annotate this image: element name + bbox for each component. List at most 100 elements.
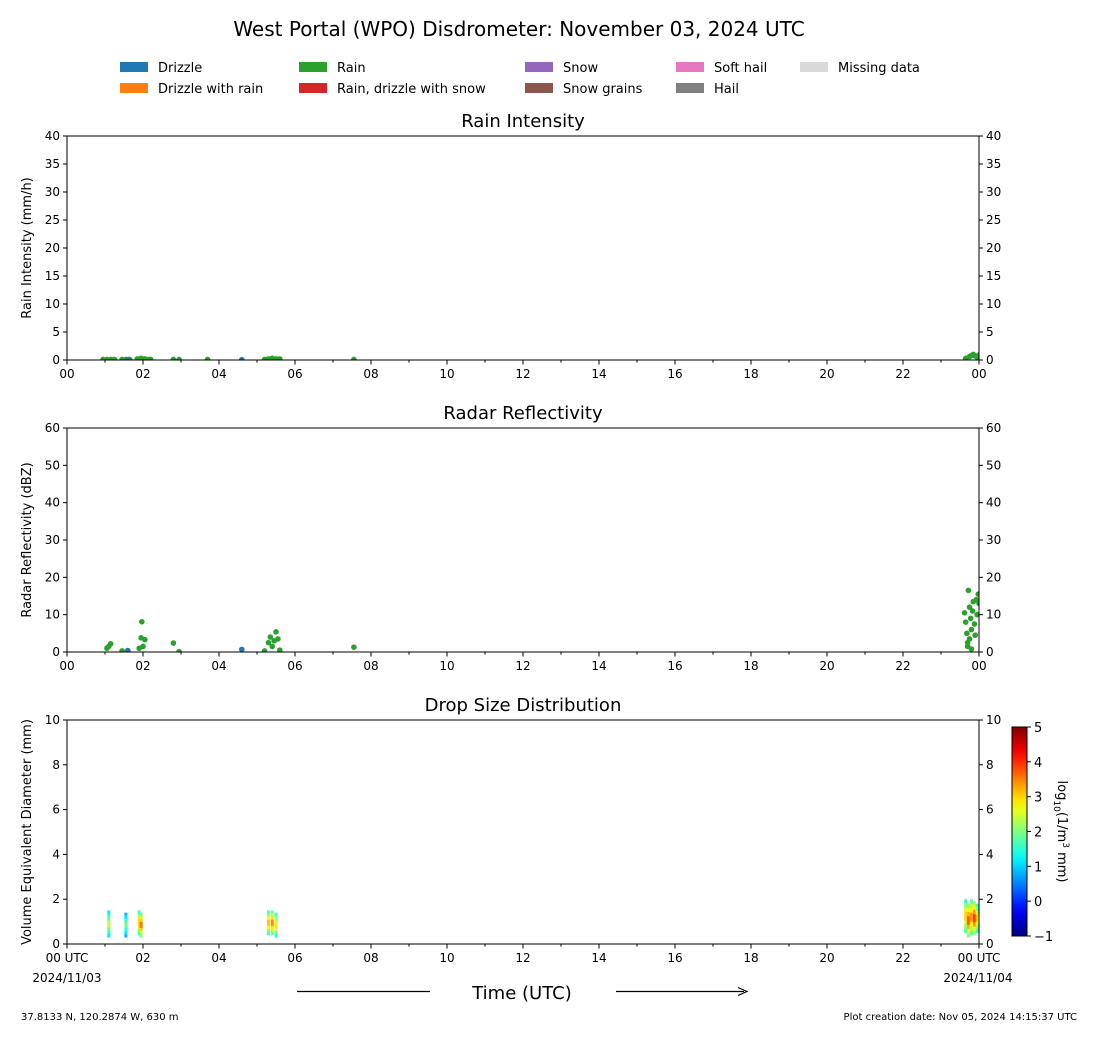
dsd-cell [266, 928, 270, 933]
legend-label-soft-hail: Soft hail [714, 61, 767, 76]
data-point-rain [267, 634, 274, 640]
dsd-cell [137, 928, 141, 933]
y-tick-label-left: 25 [45, 213, 60, 227]
x-tick-label: 16 [667, 951, 682, 965]
colorbar-label-part: mm) [1054, 848, 1069, 883]
plot-frame [66, 135, 980, 361]
x-axis-label: Time (UTC) [471, 983, 572, 1004]
y-tick-label-left: 6 [52, 803, 60, 817]
dsd-cell [270, 925, 274, 930]
x-tick-label: 10 [439, 659, 454, 673]
dsd-cell [139, 915, 143, 920]
dsd-cell [107, 920, 111, 925]
dsd-cell [969, 912, 973, 918]
y-tick-label-left: 50 [45, 458, 60, 472]
colorbar-tick-label: 3 [1034, 791, 1042, 806]
data-point-rain [969, 608, 976, 614]
dsd-cell [107, 913, 111, 918]
colorbar-tick-label: −1 [1034, 930, 1053, 945]
data-marks [100, 351, 979, 360]
x-tick-label: 10 [439, 367, 454, 381]
x-tick-label: 16 [667, 659, 682, 673]
colorbar-label-part: 3 [1060, 842, 1070, 848]
dsd-cell [977, 922, 979, 926]
footer-location: 37.8133 N, 120.2874 W, 630 m [21, 1012, 179, 1023]
panel-title: Drop Size Distribution [425, 695, 622, 716]
data-point-rain [261, 648, 268, 652]
dsd-cell [966, 933, 970, 938]
x-tick-label: 12 [515, 951, 530, 965]
y-tick-label-right: 25 [986, 213, 1001, 227]
y-tick-label-right: 10 [986, 297, 1001, 311]
dsd-cell [137, 913, 141, 917]
legend-swatch-rain-drizzle-with-snow [299, 83, 327, 93]
dsd-cell [139, 928, 143, 932]
x-tick-label: 14 [591, 951, 606, 965]
colorbar-label-part: (1/m [1054, 812, 1069, 842]
data-point-rain [965, 587, 972, 594]
data-point-rain [147, 356, 154, 360]
y-axis-label: Volume Equivalent Diameter (mm) [20, 719, 35, 945]
y-tick-label-right: 35 [986, 157, 1001, 171]
dsd-cell [964, 920, 968, 925]
data-point-rain [351, 356, 357, 360]
y-tick-label-left: 20 [45, 241, 60, 255]
y-tick-label-right: 5 [986, 325, 994, 339]
legend-swatch-snow [525, 62, 553, 72]
data-point-rain [962, 619, 969, 625]
dsd-cell [270, 922, 274, 927]
y-tick-label-left: 40 [45, 129, 60, 143]
x-tick-label: 00 UTC [46, 951, 89, 965]
data-point-rain [966, 636, 973, 642]
footer-creation-date: Plot creation date: Nov 05, 2024 14:15:3… [844, 1012, 1077, 1023]
y-tick-label-left: 60 [45, 421, 60, 435]
dsd-cell [972, 905, 976, 911]
data-marks [104, 587, 979, 652]
legend-swatch-drizzle [120, 62, 148, 72]
panel-title: Radar Reflectivity [443, 403, 603, 424]
date-start-label: 2024/11/03 [32, 971, 101, 985]
data-point-rain [975, 591, 979, 597]
dsd-cell [975, 929, 979, 934]
panel-title: Rain Intensity [461, 111, 585, 132]
dsd-cell [266, 910, 270, 914]
dsd-cell [977, 908, 979, 912]
y-axis-label: Radar Reflectivity (dBZ) [20, 462, 35, 617]
y-tick-label-left: 40 [45, 496, 60, 510]
dsd-cell [124, 912, 128, 917]
data-point-rain [971, 621, 978, 627]
dsd-cell [270, 919, 274, 924]
y-tick-label-right: 4 [986, 847, 994, 861]
legend: Drizzle Drizzle with rain Rain Rain, drizzl… [120, 61, 920, 97]
dsd-cell [964, 907, 968, 913]
dsd-cell [966, 920, 970, 925]
plot-frame [66, 719, 980, 945]
legend-swatch-soft-hail [676, 62, 704, 72]
dsd-cell [139, 924, 143, 929]
data-point-rain [176, 356, 182, 360]
x-tick-label: 12 [515, 659, 530, 673]
dsd-cell [964, 928, 968, 934]
colorbar-tick-label: 1 [1034, 860, 1042, 875]
data-point-rain [142, 636, 148, 643]
x-tick-label: 14 [591, 367, 606, 381]
x-tick-label: 04 [211, 951, 226, 965]
x-tick-label: 08 [363, 367, 378, 381]
data-point-rain [170, 640, 177, 646]
dsd-cell [137, 931, 141, 936]
x-tick-label: 20 [819, 951, 834, 965]
legend-label-missing-data: Missing data [838, 61, 920, 76]
data-point-rain [139, 618, 145, 625]
y-tick-label-right: 10 [986, 713, 1001, 727]
y-tick-label-left: 8 [52, 758, 60, 772]
dsd-cell [972, 918, 976, 923]
dsd-cell [274, 915, 278, 920]
dsd-cell [124, 915, 128, 920]
x-tick-label: 02 [135, 367, 150, 381]
dsd-cell [107, 917, 111, 921]
dsd-cell [969, 926, 973, 931]
x-tick-label: 10 [439, 951, 454, 965]
x-tick-label: 12 [515, 367, 530, 381]
